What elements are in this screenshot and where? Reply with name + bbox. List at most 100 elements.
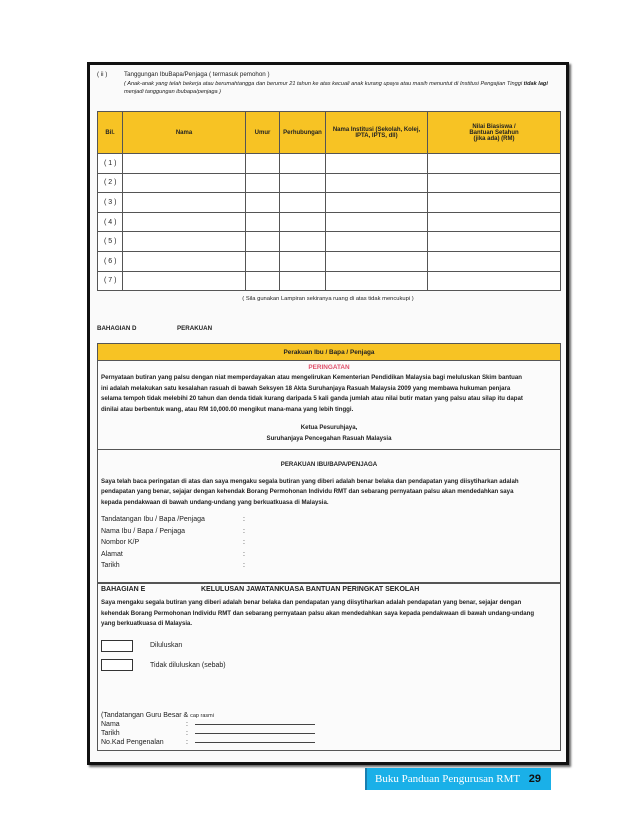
headmaster-field-input[interactable] [195,733,315,734]
table-cell[interactable] [427,250,561,272]
bahagian-e-label: BAHAGIAN E [101,586,146,593]
row-number: ( 1 ) [97,153,123,174]
field-colon: : [243,539,245,546]
table-cell[interactable] [427,192,561,213]
table-cell[interactable] [427,172,561,194]
table-cell[interactable] [279,211,326,233]
section-note: ( Anak-anak yang telah bekerja atau beru… [124,80,554,96]
rejected-label: Tidak diluluskan (sebab) [150,662,226,669]
warning-title: PERINGATAN [308,364,350,371]
table-cell[interactable] [122,172,246,194]
kelulusan-text: Saya mengaku segala butiran yang diberi … [101,599,535,627]
field-colon: : [186,721,188,728]
parent-field-label: Tandatangan Ibu / Bapa /Penjaga [101,516,205,523]
table-cell[interactable] [279,192,326,213]
table-cell[interactable] [427,231,561,252]
table-cell[interactable] [245,192,280,213]
note-bold: tidak lagi [523,81,548,87]
table-cell[interactable] [245,250,280,272]
col-biasiswa: Nilai Biasiswa / Bantuan Setahun (jika a… [427,111,561,154]
table-cell[interactable] [279,231,326,252]
kelulusan-box: BAHAGIAN E KELULUSAN JAWATANKUASA BANTUA… [97,583,561,751]
perakuan-box-title: Perakuan Ibu / Bapa / Penjaga [98,344,560,361]
form-page: ( ii ) Tanggungan IbuBapa/Penjaga ( term… [87,62,569,765]
table-cell[interactable] [325,270,428,292]
parent-field-label: Nombor K/P [101,539,140,546]
table-cell[interactable] [245,270,280,292]
col-perhubungan: Perhubungan [279,111,326,154]
parent-field-label: Tarikh [101,562,120,569]
table-cell[interactable] [325,192,428,213]
table-cell[interactable] [122,250,246,272]
approved-checkbox[interactable] [101,640,133,652]
bahagian-e-title: KELULUSAN JAWATANKUASA BANTUAN PERINGKAT… [201,586,420,593]
section-title: Tanggungan IbuBapa/Penjaga ( termasuk pe… [124,71,270,78]
field-colon: : [243,550,245,558]
table-cell[interactable] [279,153,326,174]
table-cell[interactable] [122,211,246,233]
field-colon: : [243,562,245,569]
headmaster-field-label: Tarikh [101,730,120,737]
table-cell[interactable] [245,211,280,233]
note-text: ( Anak-anak yang telah bekerja atau beru… [124,81,523,87]
table-cell[interactable] [427,153,561,174]
col-bil: Bil. [97,111,123,154]
col-institusi: Nama Institusi (Sekolah, Kolej, IPTA, IP… [325,111,428,154]
table-cell[interactable] [122,231,246,252]
table-row: ( 2 ) [97,172,561,194]
headmaster-field-label: No.Kad Pengenalan [101,739,164,746]
perakuan-title: PERAKUAN IBU/BAPA/PENJAGA [280,461,378,468]
headmaster-field-input[interactable] [195,724,315,725]
row-number: ( 2 ) [97,172,123,194]
table-cell[interactable] [245,172,280,194]
row-number: ( 5 ) [97,231,123,252]
table-row: ( 1 ) [97,153,561,174]
sign-text: (Tandatangan Guru Besar & [101,712,189,719]
signatory-org: Suruhanjaya Pencegahan Rasuah Malaysia [266,434,392,442]
parent-field-label: Alamat [101,550,123,558]
table-cell[interactable] [427,270,561,292]
dependents-table: Bil. Nama Umur Perhubungan Nama Institus… [97,111,561,292]
table-cell[interactable] [122,153,246,174]
row-number: ( 6 ) [97,250,123,272]
table-row: ( 7 ) [97,270,561,292]
table-cell[interactable] [325,231,428,252]
section-number: ( ii ) [97,71,108,78]
table-cell[interactable] [325,153,428,174]
table-cell[interactable] [325,211,428,233]
field-colon: : [186,739,188,746]
table-cell[interactable] [122,192,246,213]
field-colon: : [243,527,245,535]
headmaster-field-input[interactable] [195,742,315,743]
page-number: 29 [528,773,541,785]
headmaster-field-label: Nama [101,721,120,728]
bahagian-d-title: PERAKUAN [177,325,213,332]
table-row: ( 3 ) [97,192,561,213]
table-cell[interactable] [245,153,280,174]
field-colon: : [243,516,245,523]
table-cell[interactable] [245,231,280,252]
table-row: ( 5 ) [97,231,561,252]
table-cell[interactable] [279,172,326,194]
table-cell[interactable] [279,250,326,272]
table-cell[interactable] [122,270,246,292]
table-cell[interactable] [325,250,428,272]
row-number: ( 7 ) [97,270,123,292]
row-number: ( 4 ) [97,211,123,233]
note-end: menjadi tanggungan ibubapa/penjaga ) [124,89,222,95]
bahagian-d-label: BAHAGIAN D [97,325,137,332]
page-footer: Buku Panduan Pengurusan RMT 29 [365,768,551,790]
table-footnote: ( Sila gunakan Lampiran sekiranya ruang … [242,296,414,302]
footer-title: Buku Panduan Pengurusan RMT [375,773,521,785]
headmaster-sign-label: (Tandatangan Guru Besar & cap rasmi [101,712,214,719]
rejected-checkbox[interactable] [101,659,133,671]
perakuan-text: Saya telah baca peringatan di atas dan s… [101,477,519,506]
table-header: Bil. Nama Umur Perhubungan Nama Institus… [97,111,561,154]
table-cell[interactable] [279,270,326,292]
approved-label: Diluluskan [150,642,183,649]
table-cell[interactable] [325,172,428,194]
table-cell[interactable] [427,211,561,233]
row-number: ( 3 ) [97,192,123,213]
perakuan-box: Perakuan Ibu / Bapa / Penjaga PERINGATAN… [97,343,561,583]
stamp-text: cap rasmi [190,713,214,719]
